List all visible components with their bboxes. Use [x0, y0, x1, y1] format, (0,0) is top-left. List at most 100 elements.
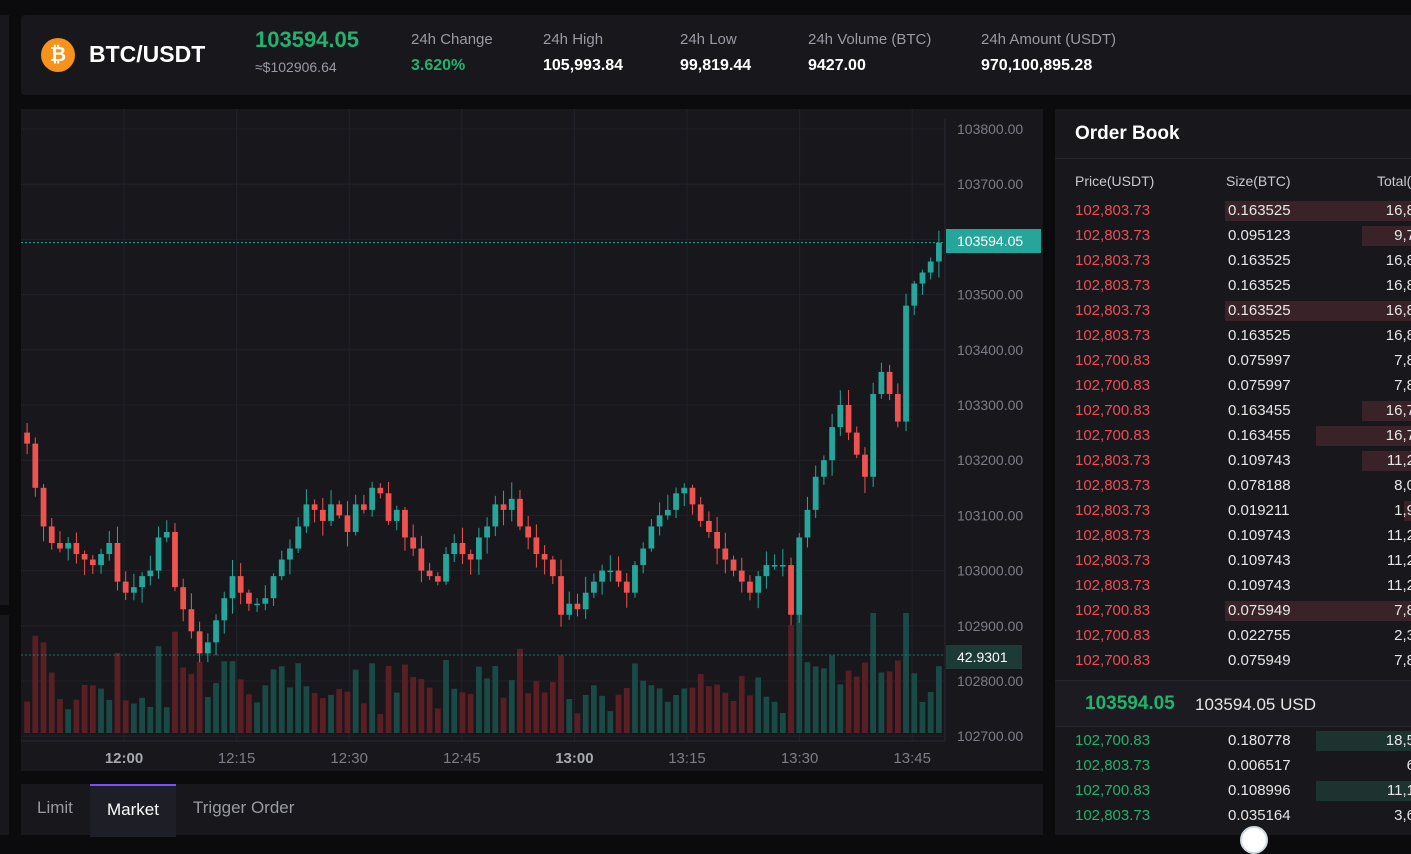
volume-bar	[525, 693, 532, 733]
y-tick-label: 102800.00	[957, 673, 1023, 689]
volume-bar	[40, 642, 47, 733]
ask-total: 11,2	[1386, 452, 1411, 469]
candle-body	[24, 432, 30, 444]
volume-bar	[771, 701, 778, 733]
candle-body	[196, 631, 203, 654]
volume-bar	[319, 698, 326, 733]
candle-body	[853, 432, 860, 455]
ask-row[interactable]: 102,700.83 0.075997 7,8	[1055, 373, 1411, 398]
ask-price: 102,803.73	[1075, 577, 1151, 594]
ask-price: 102,700.83	[1075, 652, 1151, 669]
ask-price: 102,803.73	[1075, 527, 1151, 544]
ask-row[interactable]: 102,700.83 0.163455 16,7	[1055, 423, 1411, 448]
volume-bar	[57, 699, 63, 733]
candle-body	[443, 554, 449, 582]
bid-size: 0.006517	[1228, 757, 1291, 774]
stat-value: 970,100,895.28	[981, 57, 1093, 74]
tab-market[interactable]: Market	[90, 784, 176, 837]
ask-total: 7,8	[1394, 377, 1411, 394]
depth-bar	[1225, 301, 1411, 321]
ask-row[interactable]: 102,803.73 0.163525 16,8	[1055, 298, 1411, 323]
bid-size: 0.035164	[1228, 807, 1291, 824]
volume-bar	[188, 673, 195, 733]
bid-row[interactable]: 102,803.73 0.006517 6	[1055, 753, 1411, 778]
ask-row[interactable]: 102,700.83 0.075949 7,8	[1055, 648, 1411, 673]
ask-price: 102,803.73	[1075, 202, 1151, 219]
y-tick-label: 103200.00	[957, 452, 1023, 468]
ask-price: 102,803.73	[1075, 502, 1151, 519]
y-tick-label: 103300.00	[957, 397, 1023, 413]
bid-row[interactable]: 102,700.83 0.180778 18,5	[1055, 728, 1411, 753]
volume-bar	[755, 677, 762, 733]
volume-bar	[147, 706, 154, 733]
ask-price: 102,803.73	[1075, 277, 1151, 294]
ask-row[interactable]: 102,803.73 0.163525 16,8	[1055, 248, 1411, 273]
ask-row[interactable]: 102,803.73 0.163525 16,8	[1055, 273, 1411, 298]
ask-row[interactable]: 102,803.73 0.109743 11,2	[1055, 448, 1411, 473]
candlestick-chart[interactable]: 103800.00103700.00103600.00103500.001034…	[21, 109, 1043, 771]
x-tick-label: 13:45	[893, 750, 931, 767]
candle-body	[352, 504, 359, 532]
candle-body	[755, 576, 762, 593]
volume-bar	[656, 688, 663, 733]
volume-bar	[336, 688, 343, 733]
bid-row[interactable]: 102,803.73 0.035164 3,6	[1055, 803, 1411, 828]
y-tick-label: 103800.00	[957, 121, 1023, 137]
ask-row[interactable]: 102,803.73 0.163525 16,8	[1055, 198, 1411, 223]
candle-body	[812, 476, 819, 510]
support-icon[interactable]	[1240, 826, 1268, 854]
ask-row[interactable]: 102,803.73 0.109743 11,2	[1055, 548, 1411, 573]
ask-row[interactable]: 102,700.83 0.022755 2,3	[1055, 623, 1411, 648]
candle-body	[385, 493, 392, 521]
bid-row[interactable]: 102,700.83 0.108996 11,1	[1055, 778, 1411, 803]
tab-limit[interactable]: Limit	[37, 798, 73, 817]
volume-bar	[722, 692, 729, 733]
price-chart[interactable]: 103800.00103700.00103600.00103500.001034…	[21, 109, 1043, 771]
pair-name[interactable]: BTC/USDT	[89, 41, 206, 67]
volume-bar	[221, 661, 228, 733]
volume-bar	[804, 662, 811, 733]
candle-body	[426, 570, 433, 577]
ask-size: 0.163525	[1228, 302, 1291, 319]
ask-row[interactable]: 102,700.83 0.075997 7,8	[1055, 348, 1411, 373]
candle-body	[779, 565, 786, 567]
candle-body	[369, 487, 375, 510]
volume-bar	[796, 613, 803, 733]
volume-bar	[172, 631, 178, 733]
depth-bar	[1225, 201, 1411, 221]
bid-price: 102,803.73	[1075, 807, 1151, 824]
ask-total: 11,2	[1386, 552, 1411, 569]
order-book: Order Book Price(USDT) Size(BTC) Total( …	[1055, 109, 1411, 835]
volume-bar	[89, 685, 96, 733]
volume-bar	[476, 666, 482, 733]
ask-price: 102,700.83	[1075, 427, 1151, 444]
ask-row[interactable]: 102,803.73 0.095123 9,7	[1055, 223, 1411, 248]
candle-body	[936, 242, 942, 262]
ask-row[interactable]: 102,803.73 0.109743 11,2	[1055, 573, 1411, 598]
ask-row[interactable]: 102,803.73 0.078188 8,0	[1055, 473, 1411, 498]
candle-body	[40, 487, 47, 527]
candle-body	[81, 554, 88, 560]
bid-price: 102,700.83	[1075, 732, 1151, 749]
ask-row[interactable]: 102,803.73 0.163525 16,8	[1055, 323, 1411, 348]
tab-trigger-order[interactable]: Trigger Order	[193, 798, 295, 817]
stat-24h-volume: 24h Volume (BTC) 9427.00	[808, 31, 931, 75]
candle-body	[886, 371, 893, 394]
header-price: Price(USDT)	[1075, 173, 1155, 189]
ask-total: 9,7	[1394, 227, 1411, 244]
divider	[1055, 158, 1411, 159]
bid-price: 102,700.83	[1075, 782, 1151, 799]
ask-size: 0.109743	[1228, 527, 1291, 544]
volume-bar	[508, 680, 515, 733]
ask-row[interactable]: 102,700.83 0.163455 16,7	[1055, 398, 1411, 423]
ask-row[interactable]: 102,700.83 0.075949 7,8	[1055, 598, 1411, 623]
y-tick-label: 102900.00	[957, 618, 1023, 634]
volume-bar	[640, 680, 647, 733]
ask-row[interactable]: 102,803.73 0.019211 1,9	[1055, 498, 1411, 523]
candle-body	[328, 504, 334, 521]
candle-body	[533, 537, 540, 555]
volume-bar	[65, 709, 72, 733]
ask-row[interactable]: 102,803.73 0.109743 11,2	[1055, 523, 1411, 548]
candle-body	[706, 520, 712, 532]
ask-total: 11,2	[1386, 527, 1411, 544]
